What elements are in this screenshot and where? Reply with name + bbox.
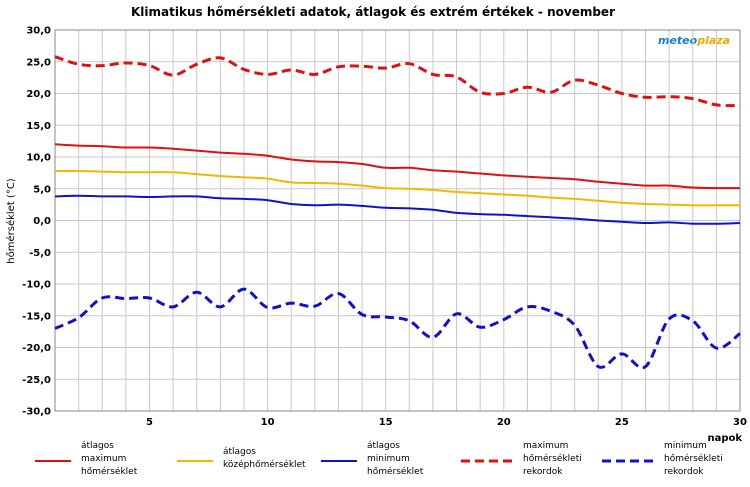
legend-label: átlagos maximum hőmérséklet [81,441,138,477]
y-tick-label: 25,0 [26,57,51,68]
y-tick-label: -20,0 [22,343,51,354]
legend: átlagos maximum hőmérséklet átlagos középhőm… [35,441,723,477]
y-tick-label: 30,0 [26,26,51,37]
y-tick-label: -10,0 [22,280,51,291]
x-tick-label: 20 [497,417,511,428]
series-avg-max-line [54,143,741,190]
x-tick-label: 5 [146,417,153,428]
legend-label: minimum hőmérsékleti rekordok [664,441,723,477]
x-tick-label: 15 [379,417,393,428]
x-axis-label: napok [707,433,742,444]
y-tick-label: -15,0 [22,311,51,322]
x-tick-label: 30 [733,417,747,428]
legend-item: maximum hőmérsékleti rekordok [461,441,582,477]
y-tick-label: 10,0 [26,153,51,164]
legend-item: átlagos minimum hőmérséklet [321,441,424,477]
series-record-max-line [54,55,741,108]
plot-frame [54,29,741,412]
y-tick-label: -30,0 [22,407,51,418]
series-avg-min-line [54,194,741,225]
x-tick-label: 25 [615,417,629,428]
y-tick-label: 15,0 [26,121,51,132]
legend-item: átlagos középhőmérséklet [177,447,306,470]
svg-text:meteoplaza: meteoplaza [658,34,730,47]
series-record-min-line [54,287,741,370]
y-tick-label: -25,0 [22,375,51,386]
legend-label: átlagos középhőmérséklet [223,447,306,470]
legend-label: átlagos minimum hőmérséklet [367,441,424,477]
y-tick-label: 5,0 [33,184,51,195]
axes: 30,0 25,0 20,0 15,0 10,0 5,0 0,0 -5,0 -10,0 -15,0… [22,26,747,429]
x-tick-label: 10 [261,417,275,428]
y-tick-label: -5,0 [29,248,51,259]
chart-title: Klimatikus hőmérsékleti adatok, átlagok … [131,5,615,19]
grid [55,29,740,412]
series-avg-mean-line [54,169,740,207]
y-tick-label: 0,0 [33,216,51,227]
y-tick-label: 20,0 [26,89,51,100]
legend-item: minimum hőmérsékleti rekordok [602,441,723,477]
meteoplaza-logo: meteoplaza [658,34,730,47]
series-layer [54,55,741,370]
legend-label: maximum hőmérsékleti rekordok [523,441,582,477]
y-axis-label: hőmérséklet (°C) [5,178,17,264]
legend-item: átlagos maximum hőmérséklet [35,441,138,477]
